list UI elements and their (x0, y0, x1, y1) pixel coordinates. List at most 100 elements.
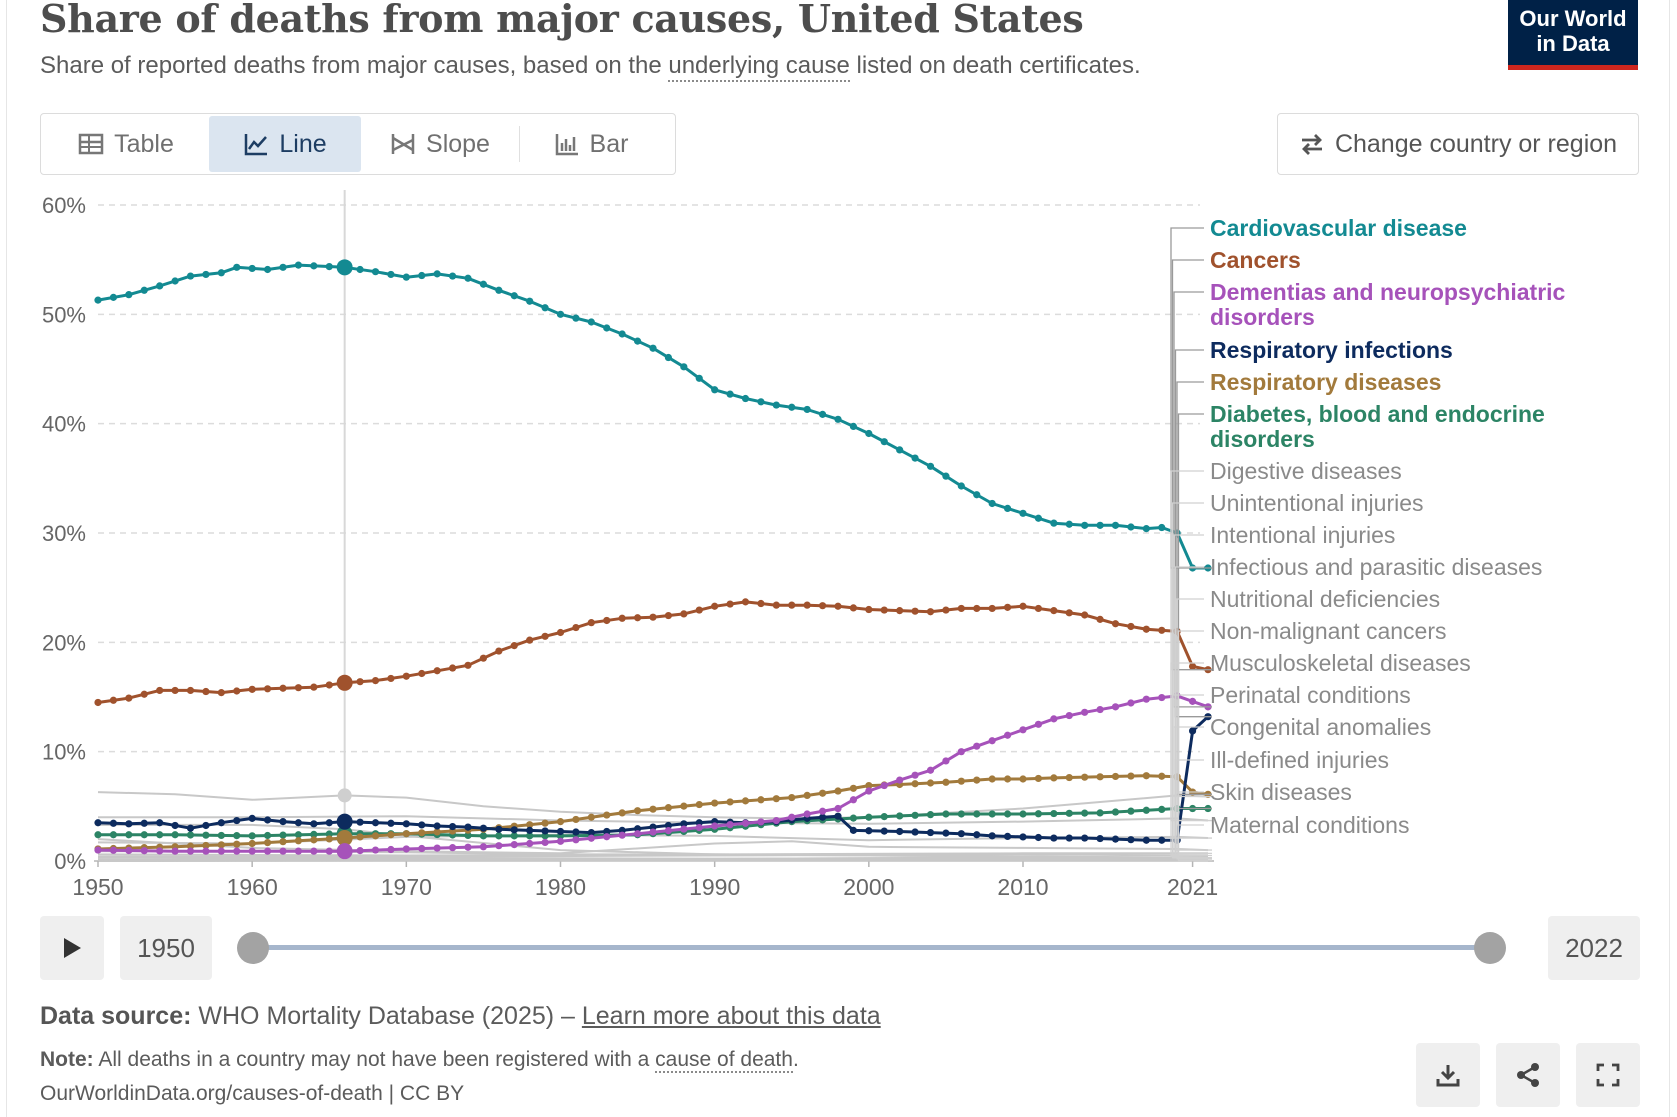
data-point-cancers (186, 686, 195, 695)
data-point-dementias-and-neuropsychiatric-disorders (1096, 705, 1104, 714)
play-button[interactable] (40, 916, 104, 980)
y-tick-label: 40% (42, 412, 86, 437)
data-point-dementias-and-neuropsychiatric-disorders (649, 828, 657, 836)
data-point-cancers (156, 686, 164, 695)
data-point-dementias-and-neuropsychiatric-disorders (495, 842, 503, 850)
data-point-cardiovascular-disease (896, 446, 904, 454)
data-point-cardiovascular-disease (880, 438, 888, 446)
data-point-diabetes-blood-and-endocrine-disorders (1111, 808, 1120, 816)
change-country-button[interactable]: Change country or region (1277, 113, 1639, 175)
legend-connector (1171, 259, 1212, 671)
data-point-respiratory-diseases (356, 833, 364, 841)
bar-chart-icon (555, 134, 578, 156)
tab-bar[interactable]: Bar (520, 116, 662, 172)
data-point-respiratory-diseases (587, 813, 595, 821)
data-point-cardiovascular-disease (988, 499, 996, 508)
data-point-respiratory-infections (371, 819, 380, 827)
data-point-dementias-and-neuropsychiatric-disorders (1142, 695, 1150, 703)
learn-more-link[interactable]: Learn more about this data (581, 1002, 881, 1030)
x-tick-label: 2021 (1167, 874, 1218, 900)
credit-line: OurWorldinData.org/causes-of-death | CC … (40, 1082, 465, 1105)
legend-connector (1177, 413, 1212, 810)
change-country-label: Change country or region (1334, 129, 1618, 158)
data-point-cancers (125, 694, 133, 702)
data-point-respiratory-diseases (664, 804, 673, 812)
data-point-diabetes-blood-and-endocrine-disorders (248, 832, 256, 840)
data-point-dementias-and-neuropsychiatric-disorders (233, 847, 241, 855)
tab-table[interactable]: Table (43, 116, 209, 172)
timeline-start-year[interactable]: 1950 (120, 916, 212, 980)
legend-connector (1173, 534, 1212, 839)
timeline-start-handle[interactable] (237, 932, 269, 964)
data-point-diabetes-blood-and-endocrine-disorders (1019, 810, 1027, 818)
data-point-respiratory-infections (880, 827, 888, 835)
data-point-dementias-and-neuropsychiatric-disorders (711, 822, 719, 830)
hover-point-cancers (336, 674, 353, 691)
data-point-respiratory-diseases (1065, 773, 1073, 782)
legend-connector (1174, 349, 1212, 718)
data-point-dementias-and-neuropsychiatric-disorders (1050, 715, 1058, 723)
data-point-respiratory-infections (633, 825, 642, 833)
logo-line-1: Our World (1519, 6, 1627, 31)
data-point-diabetes-blood-and-endocrine-disorders (1003, 810, 1012, 818)
data-point-diabetes-blood-and-endocrine-disorders (263, 831, 272, 840)
timeline-end-year[interactable]: 2022 (1548, 916, 1640, 980)
owid-logo[interactable]: Our World in Data (1508, 0, 1638, 70)
tab-line[interactable]: Line (209, 116, 361, 172)
cause-of-death-link[interactable]: cause of death (655, 1048, 793, 1073)
data-point-cardiovascular-disease (649, 344, 657, 352)
download-button[interactable] (1416, 1043, 1480, 1107)
data-point-diabetes-blood-and-endocrine-disorders (94, 831, 102, 839)
data-point-dementias-and-neuropsychiatric-disorders (248, 847, 256, 855)
legend-connector (1176, 791, 1212, 860)
data-point-dementias-and-neuropsychiatric-disorders (757, 818, 765, 826)
data-point-cardiovascular-disease (849, 422, 858, 430)
data-point-dementias-and-neuropsychiatric-disorders (865, 787, 873, 795)
data-point-respiratory-infections (1081, 834, 1089, 842)
data-point-cancers (140, 690, 148, 698)
line-chart[interactable]: 60% 50% 40% 30% 20% 10% 0%1950 1960 1970 1980 1990… (0, 180, 1677, 900)
data-point-respiratory-diseases (556, 818, 565, 826)
y-tick-label: 50% (42, 302, 86, 327)
hover-point-cardiovascular-disease (336, 259, 353, 276)
timeline-end-handle[interactable] (1474, 932, 1506, 964)
data-point-cancers (356, 678, 364, 686)
data-point-diabetes-blood-and-endocrine-disorders (510, 832, 518, 840)
data-point-respiratory-diseases (633, 807, 642, 815)
data-point-cancers (1158, 626, 1166, 634)
data-point-diabetes-blood-and-endocrine-disorders (1050, 809, 1058, 818)
series-line-cardiovascular-disease (97, 263, 1208, 570)
data-point-diabetes-blood-and-endocrine-disorders (957, 810, 965, 818)
data-point-dementias-and-neuropsychiatric-disorders (1081, 708, 1089, 716)
tab-slope[interactable]: Slope (361, 116, 519, 172)
data-point-cancers (310, 683, 318, 691)
share-button[interactable] (1496, 1043, 1560, 1107)
data-point-respiratory-infections (495, 825, 503, 833)
data-point-cardiovascular-disease (356, 265, 364, 274)
series-line-ill-defined-injuries (98, 856, 1208, 860)
data-point-cardiovascular-disease (156, 282, 164, 290)
data-point-cardiovascular-disease (294, 261, 303, 269)
data-point-dementias-and-neuropsychiatric-disorders (603, 833, 611, 841)
data-point-diabetes-blood-and-endocrine-disorders (942, 810, 950, 818)
data-point-dementias-and-neuropsychiatric-disorders (433, 844, 441, 852)
fullscreen-button[interactable] (1576, 1043, 1640, 1107)
data-point-cancers (726, 600, 734, 608)
timeline-track[interactable] (253, 945, 1490, 950)
data-point-respiratory-diseases (418, 829, 426, 837)
data-point-diabetes-blood-and-endocrine-disorders (217, 831, 225, 840)
data-point-dementias-and-neuropsychiatric-disorders (202, 847, 210, 855)
data-point-cancers (1019, 602, 1027, 610)
data-point-respiratory-infections (248, 814, 256, 822)
underlying-cause-link[interactable]: underlying cause (668, 52, 850, 82)
data-point-respiratory-infections (464, 823, 472, 831)
data-point-respiratory-infections (926, 828, 935, 837)
data-point-respiratory-diseases (818, 789, 827, 797)
data-point-respiratory-infections (818, 813, 827, 821)
data-point-cancers (633, 614, 642, 622)
data-point-cancers (495, 647, 503, 655)
data-point-cardiovascular-disease (1142, 525, 1150, 533)
data-point-respiratory-infections (1158, 836, 1166, 844)
data-point-cancers (171, 686, 179, 695)
data-point-cardiovascular-disease (479, 280, 488, 288)
